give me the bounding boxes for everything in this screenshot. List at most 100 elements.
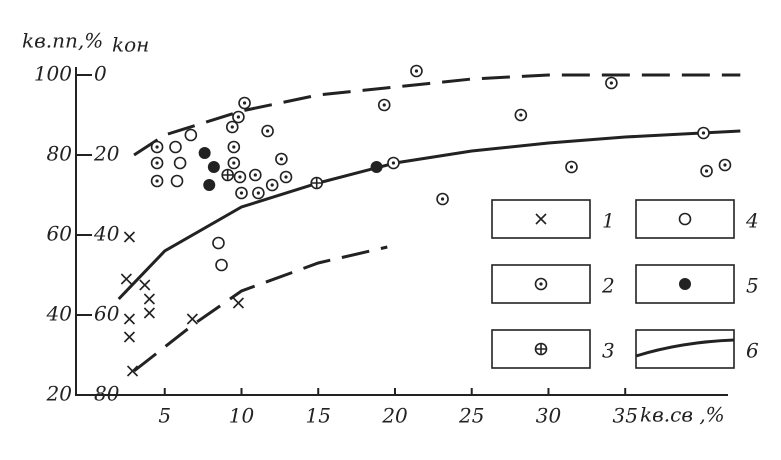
marker-part	[186, 313, 198, 325]
marker-x	[123, 231, 136, 243]
marker-circle	[678, 212, 692, 226]
marker-dot-circle	[700, 164, 713, 178]
curve	[133, 245, 388, 373]
marker-dot-circle	[225, 120, 239, 134]
marker-x	[143, 293, 155, 305]
marker-part	[391, 161, 396, 165]
x-tick-label: 20	[381, 404, 408, 428]
marker-part	[207, 161, 220, 173]
marker-part	[382, 103, 386, 107]
legend-label: 1	[602, 209, 615, 233]
marker-filled	[679, 278, 691, 290]
legend-label: 6	[746, 339, 759, 363]
marker-filled	[207, 161, 220, 173]
marker-part	[232, 297, 244, 309]
marker-dot-circle	[387, 156, 400, 170]
y-tick-label: 80	[47, 142, 73, 166]
marker-dot-circle	[150, 156, 164, 170]
y-tick-label: 40	[46, 302, 73, 326]
marker-part	[143, 307, 155, 319]
marker-part	[569, 165, 574, 169]
marker-filled	[203, 179, 216, 191]
marker-part	[120, 273, 132, 285]
marker-part	[126, 365, 139, 377]
marker-filled	[370, 161, 383, 173]
marker-part	[123, 231, 136, 243]
marker-part	[143, 293, 155, 305]
marker-x	[139, 279, 151, 291]
marker-part	[203, 179, 216, 191]
y2-tick-label: 20	[93, 142, 120, 166]
marker-part	[139, 279, 151, 291]
marker-dot-circle	[232, 110, 245, 124]
marker-part	[155, 179, 159, 183]
marker-part	[370, 161, 383, 173]
marker-part	[609, 81, 613, 85]
y2-tick-label: 40	[93, 222, 120, 246]
marker-part	[184, 128, 198, 142]
marker-part	[539, 282, 543, 286]
marker-part	[123, 331, 136, 343]
marker-x	[143, 307, 155, 319]
marker-x	[232, 297, 244, 309]
marker-dot-circle	[249, 168, 262, 182]
marker-dot-circle	[275, 152, 288, 166]
marker-part	[230, 125, 234, 129]
marker-part	[215, 258, 228, 272]
marker-part	[212, 236, 225, 250]
marker-dot-circle	[227, 156, 241, 170]
marker-part	[232, 145, 236, 149]
marker-dot-circle	[238, 96, 251, 110]
x-tick-label: 15	[306, 404, 331, 428]
marker-part	[265, 129, 270, 133]
legend-label: 3	[602, 339, 615, 363]
marker-part	[701, 131, 706, 135]
marker-part	[311, 177, 323, 189]
marker-dot-circle	[565, 160, 578, 174]
marker-part	[242, 101, 247, 105]
y2-tick-label: 60	[94, 302, 120, 326]
marker-dot-circle	[150, 140, 164, 154]
marker-filled	[198, 147, 211, 159]
marker-part	[679, 278, 691, 290]
legend-label: 2	[601, 274, 615, 298]
marker-dot-circle	[718, 158, 732, 172]
curve	[133, 73, 741, 157]
x-tick-label: 25	[458, 404, 484, 428]
marker-crossed-circle	[310, 176, 323, 190]
legend-label: 5	[746, 274, 759, 298]
marker-dot-circle	[279, 170, 293, 184]
legend-box	[635, 329, 735, 369]
marker-part	[123, 313, 136, 325]
marker-part	[678, 212, 692, 226]
marker-dot-circle	[514, 108, 528, 122]
legend-line	[635, 338, 735, 358]
marker-part	[270, 183, 274, 187]
marker-part	[169, 140, 182, 154]
marker-crossed-circle	[221, 168, 234, 182]
marker-x	[126, 365, 139, 377]
marker-part	[155, 161, 159, 165]
marker-dot-circle	[697, 126, 710, 140]
marker-part	[414, 69, 419, 73]
y2-tick-label: 0	[94, 62, 107, 86]
marker-part	[440, 197, 445, 201]
marker-x	[123, 331, 136, 343]
marker-dot-circle	[377, 98, 391, 112]
marker-part	[535, 343, 547, 355]
marker-x	[186, 313, 198, 325]
marker-circle	[215, 258, 228, 272]
marker-part	[519, 113, 523, 117]
y-tick-label: 100	[34, 62, 72, 86]
marker-dot-circle	[265, 178, 279, 192]
marker-dot-circle	[534, 277, 548, 291]
y-tick-label: 60	[47, 222, 73, 246]
marker-part	[238, 175, 242, 179]
marker-circle	[170, 174, 184, 188]
marker-x	[535, 213, 547, 225]
marker-part	[535, 213, 547, 225]
marker-circle	[173, 156, 187, 170]
marker-dot-circle	[410, 64, 423, 78]
marker-part	[279, 157, 283, 161]
